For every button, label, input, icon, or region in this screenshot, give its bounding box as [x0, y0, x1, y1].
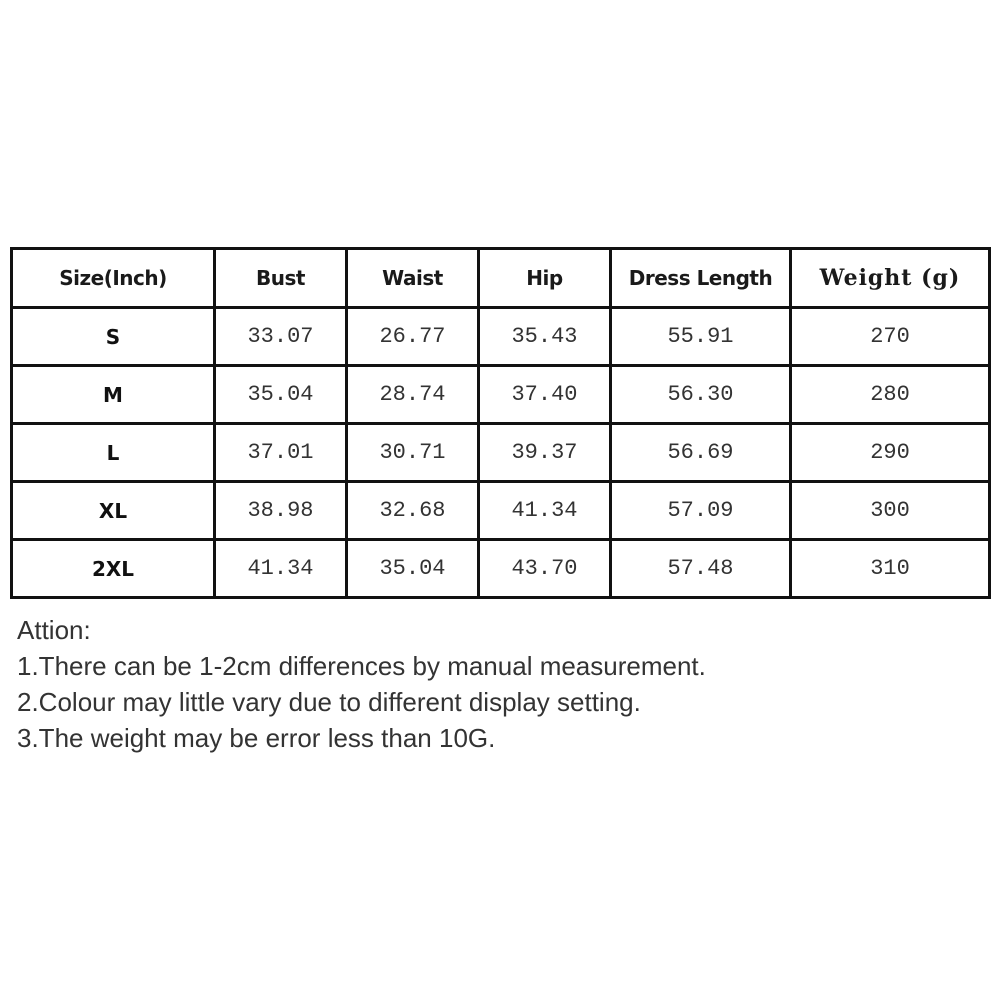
cell-hip: 43.70: [477, 538, 612, 599]
cell-weight: 270: [789, 306, 991, 367]
cell-waist: 28.74: [345, 364, 480, 425]
notes-title: Attion:: [17, 615, 91, 645]
cell-waist: 32.68: [345, 480, 480, 541]
header-bust: Bust: [213, 247, 348, 309]
cell-bust: 38.98: [213, 480, 348, 541]
header-row: Size(Inch) Bust Waist Hip Dress Length W…: [10, 247, 991, 309]
cell-dress-length: 57.48: [609, 538, 792, 599]
note-item: 3.The weight may be error less than 10G.: [17, 723, 496, 753]
cell-bust: 35.04: [213, 364, 348, 425]
cell-size: 2XL: [10, 538, 216, 599]
table-row: L 37.01 30.71 39.37 56.69 290: [10, 422, 991, 483]
cell-waist: 26.77: [345, 306, 480, 367]
cell-bust: 41.34: [213, 538, 348, 599]
cell-dress-length: 57.09: [609, 480, 792, 541]
cell-dress-length: 56.69: [609, 422, 792, 483]
table-row: 2XL 41.34 35.04 43.70 57.48 310: [10, 538, 991, 599]
header-dress-length: Dress Length: [609, 247, 792, 309]
cell-bust: 37.01: [213, 422, 348, 483]
cell-hip: 37.40: [477, 364, 612, 425]
cell-hip: 39.37: [477, 422, 612, 483]
cell-weight: 290: [789, 422, 991, 483]
table-row: M 35.04 28.74 37.40 56.30 280: [10, 364, 991, 425]
table-row: XL 38.98 32.68 41.34 57.09 300: [10, 480, 991, 541]
table-row: S 33.07 26.77 35.43 55.91 270: [10, 306, 991, 367]
cell-size: L: [10, 422, 216, 483]
note-item: 2.Colour may little vary due to differen…: [17, 687, 641, 717]
cell-weight: 280: [789, 364, 991, 425]
notes: Attion: 1.There can be 1-2cm differences…: [17, 612, 706, 756]
cell-waist: 30.71: [345, 422, 480, 483]
cell-dress-length: 55.91: [609, 306, 792, 367]
cell-size: XL: [10, 480, 216, 541]
cell-weight: 310: [789, 538, 991, 599]
header-weight: Weight (g): [789, 247, 991, 309]
cell-size: S: [10, 306, 216, 367]
cell-dress-length: 56.30: [609, 364, 792, 425]
header-hip: Hip: [477, 247, 612, 309]
cell-hip: 35.43: [477, 306, 612, 367]
header-size: Size(Inch): [10, 247, 216, 309]
cell-size: M: [10, 364, 216, 425]
cell-waist: 35.04: [345, 538, 480, 599]
size-chart-table: Size(Inch) Bust Waist Hip Dress Length W…: [10, 247, 991, 599]
cell-weight: 300: [789, 480, 991, 541]
note-item: 1.There can be 1-2cm differences by manu…: [17, 651, 706, 681]
cell-bust: 33.07: [213, 306, 348, 367]
cell-hip: 41.34: [477, 480, 612, 541]
header-waist: Waist: [345, 247, 480, 309]
